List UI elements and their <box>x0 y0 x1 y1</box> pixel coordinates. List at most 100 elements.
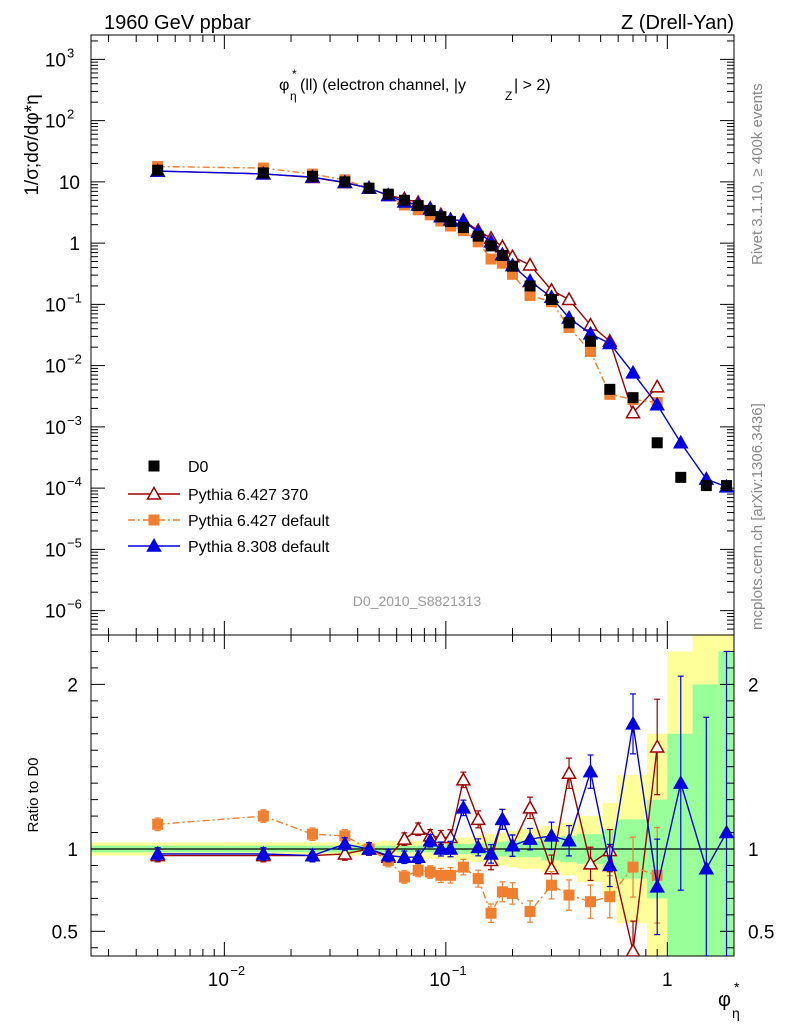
data-point <box>496 257 508 269</box>
data-point <box>485 253 497 265</box>
y-tick-label: 10 <box>45 479 66 500</box>
ratio-tick-label-left: 2 <box>67 675 78 696</box>
data-point <box>522 256 538 271</box>
data-point <box>524 280 536 292</box>
ratio-point <box>424 866 436 878</box>
y-tick-label-exponent: 3 <box>67 45 74 60</box>
ratio-tick-label-right: 0.5 <box>748 922 774 943</box>
x-tick-label-exponent: −2 <box>230 963 245 978</box>
data-point <box>472 236 484 248</box>
legend-entry: Pythia 8.308 default <box>128 537 330 556</box>
data-point <box>257 167 269 179</box>
data-point <box>561 291 577 306</box>
ratio-point <box>522 799 538 814</box>
x-tick-label: 10 <box>429 970 450 991</box>
ratio-point <box>543 827 560 842</box>
ratio-point <box>442 840 459 855</box>
data-point <box>672 434 689 449</box>
ratio-point <box>585 896 597 908</box>
legend-label: Pythia 8.308 default <box>188 539 330 556</box>
ratio-point <box>649 878 665 893</box>
ratio-tick-label-right: 1 <box>748 840 759 861</box>
y-tick-label: 10 <box>45 357 66 378</box>
ratio-point <box>698 860 715 875</box>
y-tick-label-exponent: 2 <box>67 107 74 122</box>
ratio-point <box>649 738 665 753</box>
legend-marker <box>148 460 160 472</box>
ratio-tick-label-right: 2 <box>748 675 759 696</box>
data-point <box>721 480 733 492</box>
ratio-point <box>602 857 618 872</box>
plot-title-star: * <box>292 67 297 81</box>
legend-label: D0 <box>188 459 209 476</box>
data-point <box>649 378 665 393</box>
y-tick-label: 10 <box>45 418 66 439</box>
y-axis-label: 1/σ;dσ/dφ*η <box>22 94 43 195</box>
ratio-point <box>625 715 641 730</box>
ratio-frame <box>90 634 735 957</box>
ratio-point <box>524 906 536 918</box>
plot-title-tail: | > 2) <box>514 77 551 94</box>
ratio-point <box>483 845 499 860</box>
ratio-point <box>152 818 164 830</box>
ratio-tick-label-left: 1 <box>67 840 78 861</box>
ratio-point <box>546 879 558 891</box>
legend-entry: Pythia 6.427 370 <box>128 485 308 504</box>
ratio-point <box>410 849 426 863</box>
ratio-point <box>339 830 351 842</box>
ratio-point <box>672 775 689 789</box>
ratio-point <box>718 824 734 839</box>
data-point <box>700 480 712 492</box>
ratio-point <box>433 840 449 855</box>
data-point <box>435 211 447 223</box>
data-point <box>445 216 457 228</box>
ratio-point <box>582 855 599 870</box>
ratio-point <box>627 861 639 873</box>
data-point <box>649 396 665 411</box>
x-axis-label: φ * η <box>718 979 740 1021</box>
ratio-point <box>507 887 519 899</box>
data-point <box>412 200 424 212</box>
data-point <box>507 260 519 272</box>
legend-entry: D0 <box>148 459 209 476</box>
ratio-point <box>563 889 575 901</box>
ratio-tick-label-left: 0.5 <box>52 922 78 943</box>
plot-title-text: (ll) (electron channel, |y <box>300 77 466 94</box>
legend: D0 Pythia 6.427 370 Pythia 6.427 default Py… <box>128 459 330 556</box>
header-right: Z (Drell-Yan) <box>621 12 734 34</box>
mcplots-label: mcplots.cern.ch [arXiv:1306.3436] <box>749 403 766 630</box>
ratio-point <box>625 943 641 956</box>
plot-title-eta: η <box>290 89 297 103</box>
ratio-point <box>496 886 508 898</box>
ratio-point <box>396 831 413 845</box>
legend-label: Pythia 6.427 default <box>188 513 330 530</box>
y-tick-label: 1 <box>69 234 80 255</box>
data-point <box>585 346 597 358</box>
y-tick-label-exponent: −1 <box>67 290 82 305</box>
data-point <box>651 437 663 449</box>
y-tick-label: 10 <box>45 295 66 316</box>
data-point <box>563 317 575 329</box>
ratio-point <box>380 847 397 862</box>
ratio-point <box>396 849 413 863</box>
ratio-point <box>361 840 377 855</box>
data-point <box>602 335 618 350</box>
ratio-point <box>472 873 484 885</box>
x-tick-label-exponent: −1 <box>452 963 467 978</box>
ratio-point <box>485 907 497 919</box>
ratio-point <box>255 845 272 860</box>
ratio-point <box>398 871 410 883</box>
data-point <box>496 249 508 261</box>
data-point <box>485 240 497 252</box>
data-point <box>398 194 410 206</box>
ratio-point <box>435 869 447 881</box>
ratio-point <box>149 845 166 860</box>
legend-entry: Pythia 6.427 default <box>128 513 330 530</box>
plot-title-subscript: Z <box>505 89 512 103</box>
ratio-point <box>504 837 521 852</box>
band-inner <box>667 733 693 956</box>
analysis-watermark: D0_2010_S8821313 <box>353 593 482 609</box>
plot-title-phi: φ <box>279 77 289 94</box>
x-axis-label-phi: φ <box>718 989 731 1011</box>
ratio-point <box>522 831 538 845</box>
